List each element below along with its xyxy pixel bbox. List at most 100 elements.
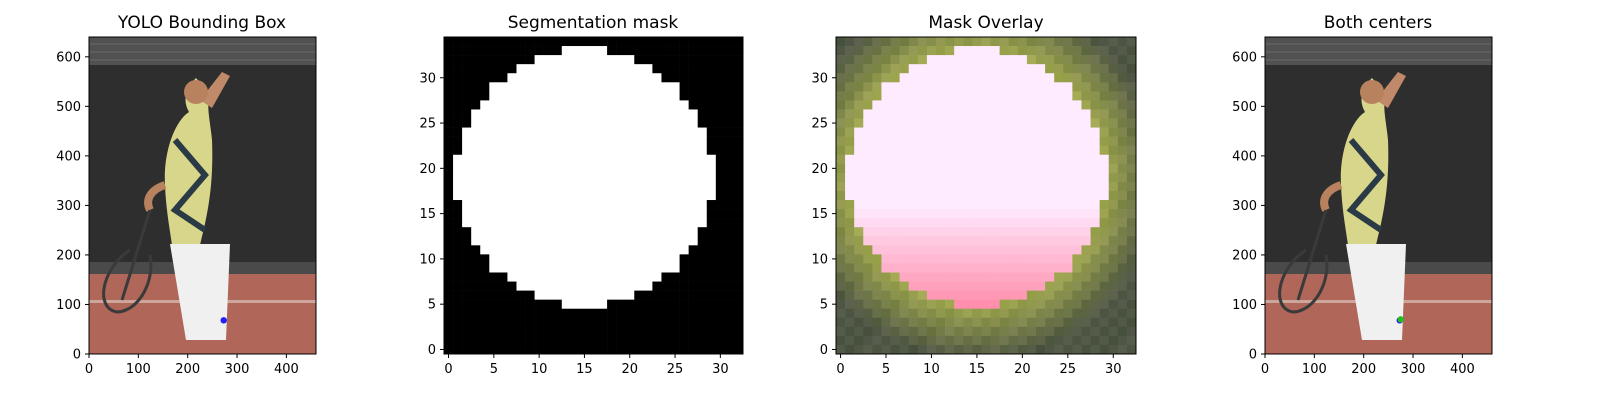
mask-cell xyxy=(643,181,653,192)
mask-cell xyxy=(1090,136,1100,146)
mask-cell xyxy=(963,290,973,300)
mask-cell xyxy=(688,37,698,47)
mask-cell xyxy=(890,37,900,47)
mask-cell xyxy=(607,55,617,65)
mask-cell xyxy=(543,55,554,65)
mask-cell xyxy=(688,326,698,337)
mask-cell xyxy=(990,172,1000,183)
mask-cell xyxy=(999,109,1010,119)
mask-cell xyxy=(607,100,617,110)
mask-cell xyxy=(471,127,481,137)
mask-cell xyxy=(1036,308,1046,319)
mask-cell xyxy=(990,181,1000,192)
mask-cell xyxy=(999,326,1010,337)
mask-cell xyxy=(507,82,517,92)
y-tick-label: 20 xyxy=(419,162,436,177)
mask-cell xyxy=(516,64,526,74)
mask-cell xyxy=(936,190,946,201)
mask-cell xyxy=(845,200,855,210)
mask-cell xyxy=(607,109,617,119)
mask-cell xyxy=(679,317,689,328)
mask-cell xyxy=(525,326,535,337)
mask-cell xyxy=(616,73,626,83)
mask-cell xyxy=(588,82,599,92)
mask-cell xyxy=(1008,317,1019,328)
mask-cell xyxy=(1108,46,1119,56)
mask-cell xyxy=(634,46,644,56)
mask-cell xyxy=(444,245,454,255)
y-tick-label: 15 xyxy=(811,207,828,222)
mask-cell xyxy=(1072,344,1082,355)
mask-cell xyxy=(570,263,581,273)
panel-4-frame xyxy=(1264,36,1493,355)
mask-cell xyxy=(570,91,581,101)
mask-cell xyxy=(679,290,689,300)
mask-cell xyxy=(516,281,526,291)
mask-cell xyxy=(1017,37,1028,47)
mask-cell xyxy=(471,209,481,219)
mask-cell xyxy=(1072,227,1082,237)
mask-cell xyxy=(963,317,973,328)
mask-cell xyxy=(1090,272,1100,282)
mask-cell xyxy=(634,100,644,110)
mask-cell xyxy=(552,190,563,201)
x-tick-label: 30 xyxy=(1105,362,1122,377)
mask-cell xyxy=(1090,190,1100,201)
mask-cell xyxy=(926,308,937,319)
mask-cell xyxy=(661,326,671,337)
mask-cell xyxy=(543,263,554,273)
mask-cell xyxy=(1126,236,1137,246)
mask-cell xyxy=(462,227,472,237)
mask-cell xyxy=(552,344,563,355)
mask-cell xyxy=(679,37,689,47)
mask-cell xyxy=(845,254,855,264)
mask-cell xyxy=(899,82,910,92)
mask-cell xyxy=(854,308,864,319)
mask-cell xyxy=(954,172,964,183)
mask-cell xyxy=(588,299,599,310)
mask-cell xyxy=(954,209,964,219)
mask-cell xyxy=(715,109,726,119)
y-tick-label: 25 xyxy=(419,117,436,132)
mask-cell xyxy=(652,136,662,146)
mask-cell xyxy=(688,118,698,128)
mask-cell xyxy=(836,308,846,319)
mask-cell xyxy=(1108,326,1119,337)
mask-cell xyxy=(981,55,991,65)
mask-cell xyxy=(999,136,1010,146)
mask-cell xyxy=(598,218,608,228)
mask-cell xyxy=(972,272,982,282)
mask-cell xyxy=(972,181,982,192)
mask-cell xyxy=(570,272,581,282)
mask-cell xyxy=(652,73,662,83)
mask-cell xyxy=(561,109,572,119)
mask-cell xyxy=(981,181,991,192)
mask-cell xyxy=(1117,91,1128,101)
mask-cell xyxy=(1017,308,1028,319)
mask-cell xyxy=(480,254,490,264)
mask-cell xyxy=(733,335,744,346)
mask-cell xyxy=(661,46,671,56)
mask-cell xyxy=(552,245,563,255)
mask-cell xyxy=(534,190,544,201)
mask-cell xyxy=(917,127,928,137)
mask-cell xyxy=(471,55,481,65)
mask-cell xyxy=(1108,308,1119,319)
mask-cell xyxy=(588,100,599,110)
mask-cell xyxy=(525,218,535,228)
mask-cell xyxy=(926,91,937,101)
mask-cell xyxy=(908,290,919,300)
mask-cell xyxy=(715,163,726,174)
mask-cell xyxy=(489,209,499,219)
mask-cell xyxy=(1072,209,1082,219)
mask-cell xyxy=(1036,181,1046,192)
mask-cell xyxy=(652,118,662,128)
mask-cell xyxy=(972,299,982,310)
mask-cell xyxy=(890,64,900,74)
mask-cell xyxy=(990,46,1000,56)
mask-cell xyxy=(999,281,1010,291)
mask-cell xyxy=(854,317,864,328)
mask-cell xyxy=(543,172,554,183)
mask-cell xyxy=(543,154,554,165)
mask-cell xyxy=(579,245,590,255)
